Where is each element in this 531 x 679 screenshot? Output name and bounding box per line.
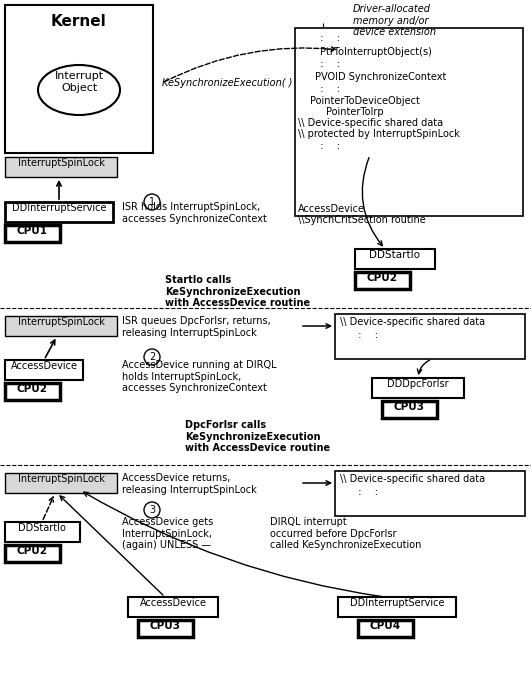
Bar <box>372 378 464 398</box>
Text: 2: 2 <box>149 352 155 362</box>
Text: DDDpcForIsr: DDDpcForIsr <box>387 379 449 389</box>
Text: DDStartIo: DDStartIo <box>18 523 66 533</box>
Text: StartIo calls
KeSynchronizeExecution
with AccessDevice routine: StartIo calls KeSynchronizeExecution wit… <box>165 275 310 308</box>
Bar <box>335 471 525 516</box>
Bar <box>5 316 117 336</box>
Text: DpcForIsr calls
KeSynchronizeExecution
with AccessDevice routine: DpcForIsr calls KeSynchronizeExecution w… <box>185 420 330 453</box>
Text: :    :: : : <box>320 33 340 43</box>
Text: AccessDevice gets
InterruptSpinLock,
(again) UNLESS —: AccessDevice gets InterruptSpinLock, (ag… <box>122 517 213 550</box>
Bar <box>5 383 60 400</box>
Bar <box>338 597 456 617</box>
Text: InterruptSpinLock: InterruptSpinLock <box>18 317 105 327</box>
Text: CPU2: CPU2 <box>16 546 47 556</box>
Bar <box>5 5 153 153</box>
Text: \\ protected by InterruptSpinLock: \\ protected by InterruptSpinLock <box>298 129 460 139</box>
Text: PVOID SynchronizeContext: PVOID SynchronizeContext <box>315 72 447 82</box>
Text: CPU3: CPU3 <box>393 402 424 412</box>
Text: CPU1: CPU1 <box>16 226 47 236</box>
Bar <box>295 28 523 216</box>
Text: CPU2: CPU2 <box>16 384 47 394</box>
Bar <box>335 314 525 359</box>
Text: AccessDevice: AccessDevice <box>140 598 207 608</box>
Circle shape <box>144 194 160 210</box>
Bar <box>5 225 60 242</box>
Text: :    :: : : <box>320 84 340 94</box>
Text: PointerToDeviceObject: PointerToDeviceObject <box>310 96 420 106</box>
Ellipse shape <box>38 65 120 115</box>
Bar <box>5 473 117 493</box>
Text: PtrToInterruptObject(s): PtrToInterruptObject(s) <box>320 47 432 57</box>
Text: AccessDevice running at DIRQL
holds InterruptSpinLock,
accesses SynchronizeConte: AccessDevice running at DIRQL holds Inte… <box>122 360 277 393</box>
Text: Driver-allocated
memory and/or
device extension: Driver-allocated memory and/or device ex… <box>353 4 436 37</box>
Bar <box>138 620 193 637</box>
Bar <box>358 620 413 637</box>
Bar <box>355 249 435 269</box>
Text: :    :: : : <box>358 487 378 497</box>
Text: KeSynchronizeExecution( ): KeSynchronizeExecution( ) <box>162 78 293 88</box>
Text: AccessDevice: AccessDevice <box>298 204 365 214</box>
Bar <box>5 360 83 380</box>
Text: DDInterruptService: DDInterruptService <box>12 203 106 213</box>
Text: PointerToIrp: PointerToIrp <box>326 107 383 117</box>
Text: DDInterruptService: DDInterruptService <box>350 598 444 608</box>
Bar <box>5 522 80 542</box>
Bar <box>5 545 60 562</box>
Text: CPU4: CPU4 <box>370 621 400 631</box>
Text: :    :: : : <box>320 59 340 69</box>
Text: InterruptSpinLock: InterruptSpinLock <box>18 158 105 168</box>
Text: 1: 1 <box>149 197 155 207</box>
Text: :    :: : : <box>320 141 340 151</box>
Text: \\SynchCritSection routine: \\SynchCritSection routine <box>298 215 426 225</box>
Text: AccessDevice returns,
releasing InterruptSpinLock: AccessDevice returns, releasing Interrup… <box>122 473 257 494</box>
Bar <box>5 157 117 177</box>
Text: InterruptSpinLock: InterruptSpinLock <box>18 474 105 484</box>
Text: :    :: : : <box>358 330 378 340</box>
Text: DDStartIo: DDStartIo <box>370 250 421 260</box>
Text: CPU2: CPU2 <box>366 273 398 283</box>
Text: Interrupt
Object: Interrupt Object <box>55 71 104 93</box>
Text: \\ Device-specific shared data: \\ Device-specific shared data <box>340 474 485 484</box>
Text: AccessDevice: AccessDevice <box>11 361 78 371</box>
Bar <box>355 272 410 289</box>
Bar <box>128 597 218 617</box>
Text: CPU3: CPU3 <box>150 621 181 631</box>
Circle shape <box>144 349 160 365</box>
Text: DIRQL interrupt
occurred before DpcForIsr
called KeSynchronizeExecution: DIRQL interrupt occurred before DpcForIs… <box>270 517 422 550</box>
Text: \\ Device-specific shared data: \\ Device-specific shared data <box>340 317 485 327</box>
Text: \\ Device-specific shared data: \\ Device-specific shared data <box>298 118 443 128</box>
Text: Kernel: Kernel <box>51 14 107 29</box>
Text: 3: 3 <box>149 505 155 515</box>
Bar <box>382 401 437 418</box>
Circle shape <box>144 502 160 518</box>
Bar <box>5 202 113 222</box>
Text: ISR queues DpcForIsr, returns,
releasing InterruptSpinLock: ISR queues DpcForIsr, returns, releasing… <box>122 316 271 337</box>
Text: ISR holds InterruptSpinLock,
accesses SynchronizeContext: ISR holds InterruptSpinLock, accesses Sy… <box>122 202 267 223</box>
